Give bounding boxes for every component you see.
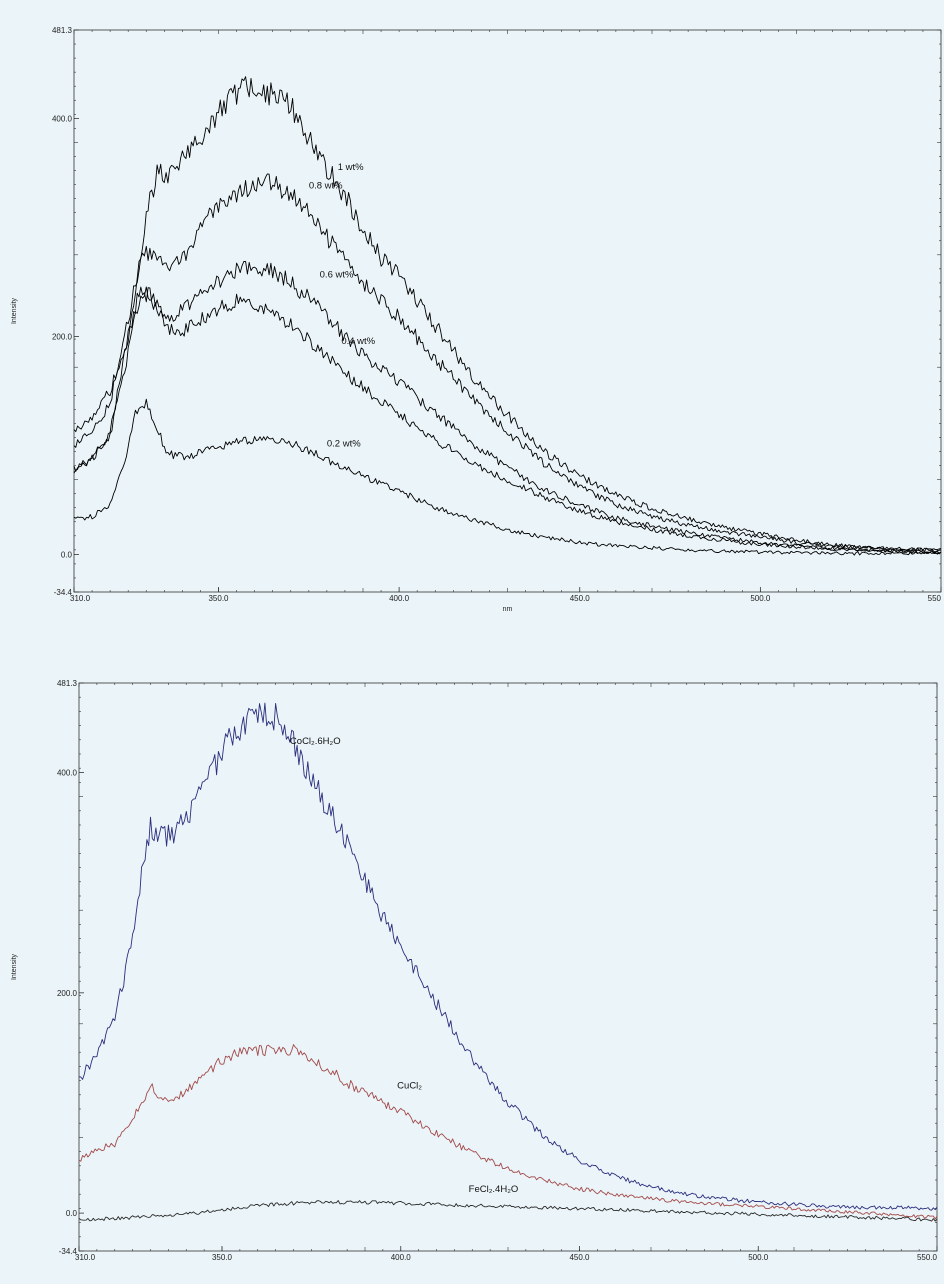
y-axis-title: Intensity <box>11 953 18 980</box>
x-tick-label: 450.0 <box>569 1253 590 1262</box>
x-tick-label: 550 <box>928 594 942 603</box>
series-label-0-2-wt: 0.2 wt% <box>327 439 361 450</box>
series-line-0-8-wt <box>73 173 942 552</box>
series-fecl2-4h2o: FeCl₂.4H₂O <box>78 1184 938 1222</box>
series-label-1-wt: 1 wt% <box>338 162 364 173</box>
y-tick-label: 0.0 <box>66 1209 78 1218</box>
series-cocl2-6h2o: CoCl₂.6H₂O <box>78 702 938 1211</box>
series-line-cocl2-6h2o <box>78 702 938 1211</box>
x-tick-label: 400.0 <box>389 594 410 603</box>
plot-frame <box>78 682 938 1252</box>
x-tick-label: 550.0 <box>917 1253 938 1262</box>
x-tick-label: 310.0 <box>75 1253 96 1262</box>
x-axis-title: nm <box>503 606 513 613</box>
x-tick-label: 500.0 <box>748 1253 769 1262</box>
series-label-0-8-wt: 0.8 wt% <box>309 180 343 191</box>
y-tick-label: -34.4 <box>59 1247 78 1256</box>
series-line-0-2-wt <box>73 398 942 556</box>
y-axis-title: Intensity <box>11 297 18 324</box>
series-label-0-6-wt: 0.6 wt% <box>320 270 354 281</box>
series-0-2-wt: 0.2 wt% <box>73 398 942 556</box>
series-1-wt: 1 wt% <box>73 76 942 553</box>
x-tick-label: 500.0 <box>750 594 771 603</box>
series-line-fecl2-4h2o <box>78 1200 938 1222</box>
chart-salt-series: 310.0 350.0 400.0 450.0 500.0 550.0 -34.4 0.0 20… <box>11 679 938 1262</box>
y-tick-label: 200.0 <box>57 989 78 998</box>
x-tick-label: 350.0 <box>212 1253 233 1262</box>
y-tick-label: 200.0 <box>52 333 73 342</box>
series-0-6-wt: 0.6 wt% <box>73 260 942 555</box>
series-label-cucl2: CuCl₂ <box>397 1081 422 1092</box>
y-tick-label: 400.0 <box>57 769 78 778</box>
plot-frame <box>73 29 942 593</box>
series-label-cocl2-6h2o: CoCl₂.6H₂O <box>290 736 341 747</box>
series-label-0-4-wt: 0.4 wt% <box>341 336 375 347</box>
y-tick-label: 400.0 <box>52 115 73 124</box>
y-tick-label: 481.3 <box>57 679 78 688</box>
series-line-0-6-wt <box>73 260 942 555</box>
x-tick-label: 450.0 <box>570 594 591 603</box>
y-tick-label: 481.3 <box>52 26 73 35</box>
x-tick-label: 350.0 <box>208 594 229 603</box>
x-tick-label: 400.0 <box>391 1253 412 1262</box>
y-tick-label: 0.0 <box>61 551 73 560</box>
series-0-8-wt: 0.8 wt% <box>73 173 942 552</box>
series-line-1-wt <box>73 76 942 553</box>
y-tick-label: -34.4 <box>54 588 73 597</box>
series-label-fecl2-4h2o: FeCl₂.4H₂O <box>469 1184 519 1195</box>
series-line-0-4-wt <box>73 286 942 555</box>
x-tick-label: 310.0 <box>70 594 91 603</box>
series-line-cucl2 <box>78 1044 938 1220</box>
chart-concentration-series: 310.0 350.0 400.0 450.0 500.0 550 -34.4 0.0 200.… <box>11 26 942 613</box>
series-0-4-wt: 0.4 wt% <box>73 286 942 555</box>
series-cucl2: CuCl₂ <box>78 1044 938 1220</box>
